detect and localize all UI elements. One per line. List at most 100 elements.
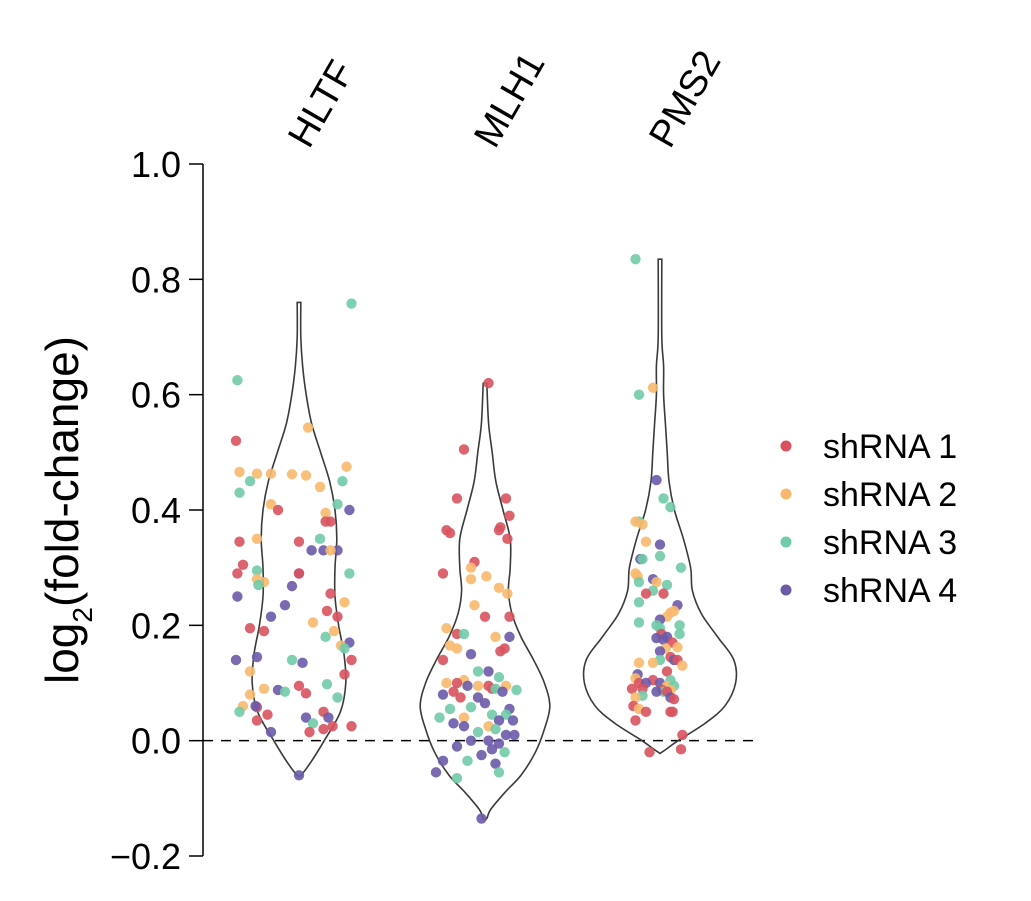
data-point [320, 516, 331, 527]
data-point [462, 755, 473, 767]
legend-label: shRNA 1 [823, 428, 957, 466]
data-point [232, 591, 243, 602]
data-point [497, 686, 508, 697]
data-point [332, 499, 343, 510]
y-tick-label: −0.2 [110, 836, 181, 877]
data-point [286, 469, 298, 480]
data-point [626, 683, 638, 694]
data-point [490, 758, 501, 769]
data-point [472, 680, 484, 692]
data-point [668, 693, 680, 705]
data-point [306, 545, 317, 556]
legend: shRNA 1 shRNA 2 shRNA 3 shRNA 4 [780, 428, 957, 610]
legend-item: shRNA 4 [780, 572, 957, 610]
category-label-pms2: PMS2 [641, 44, 729, 155]
data-point [321, 678, 333, 690]
data-point [493, 715, 505, 726]
data-point [244, 623, 256, 634]
y-axis-label: log2(fold-change) [36, 336, 98, 684]
data-point [675, 562, 687, 573]
data-point [633, 617, 645, 628]
data-point [437, 755, 449, 767]
data-point [661, 666, 673, 677]
data-point [339, 597, 350, 608]
data-point [674, 620, 685, 631]
data-point [251, 715, 263, 726]
data-point [293, 536, 305, 547]
data-point [493, 738, 505, 749]
data-point [465, 648, 477, 660]
y-tick-label: 0.0 [131, 721, 181, 762]
data-point [234, 536, 245, 547]
data-point [465, 574, 477, 585]
data-point [341, 461, 352, 472]
data-point [320, 507, 331, 519]
data-point [234, 706, 245, 718]
data-point [647, 657, 659, 669]
data-point [253, 579, 264, 591]
data-point [265, 468, 277, 479]
category-labels: HLTF MLH1 PMS2 [280, 44, 729, 155]
legend-label: shRNA 4 [823, 572, 957, 610]
data-point [451, 772, 463, 784]
data-point [339, 669, 350, 680]
data-point [640, 536, 652, 547]
data-point [430, 767, 442, 778]
data-point [244, 666, 256, 677]
data-point [265, 726, 277, 738]
y-tick-label: 0.2 [131, 605, 181, 646]
data-point [640, 588, 652, 599]
data-point [504, 510, 515, 521]
data-point [661, 579, 673, 591]
legend-swatch [780, 488, 792, 500]
data-point [344, 568, 355, 579]
data-point [346, 721, 357, 732]
data-point [493, 672, 505, 683]
data-point [250, 700, 261, 712]
data-point [300, 712, 312, 723]
data-point [511, 684, 522, 696]
data-point [633, 657, 645, 669]
y-axis-label-main: log [36, 623, 88, 684]
data-point [251, 651, 263, 663]
data-point [507, 715, 519, 726]
data-point [344, 504, 355, 516]
data-point [232, 375, 243, 386]
data-point [633, 389, 645, 400]
data-point [437, 689, 449, 700]
data-point [502, 533, 513, 545]
data-point [346, 298, 357, 309]
data-point [479, 697, 491, 709]
category-label-hltf: HLTF [280, 54, 362, 155]
data-point [483, 666, 494, 677]
data-point [472, 726, 484, 738]
data-point [490, 631, 501, 643]
data-point [630, 253, 641, 265]
data-point [448, 686, 459, 697]
legend-item: shRNA 3 [780, 524, 957, 562]
legend-label: shRNA 2 [823, 476, 957, 514]
data-point [451, 741, 463, 752]
data-point [504, 631, 515, 643]
data-point [337, 475, 348, 487]
data-point [675, 744, 687, 755]
data-point [651, 686, 662, 697]
data-point [237, 559, 249, 570]
y-tick-label: 0.8 [131, 259, 181, 300]
data-point [481, 571, 492, 582]
data-point [637, 553, 648, 565]
data-point [654, 646, 666, 657]
data-point [476, 813, 487, 824]
data-point [272, 504, 284, 516]
data-point [495, 646, 506, 657]
data-point [654, 550, 666, 562]
data-point [448, 718, 459, 729]
data-point [320, 631, 331, 643]
data-point [640, 706, 652, 718]
data-point [441, 623, 452, 634]
data-points [230, 253, 688, 824]
data-point [486, 744, 498, 755]
data-point [286, 654, 298, 666]
data-point [293, 568, 305, 579]
